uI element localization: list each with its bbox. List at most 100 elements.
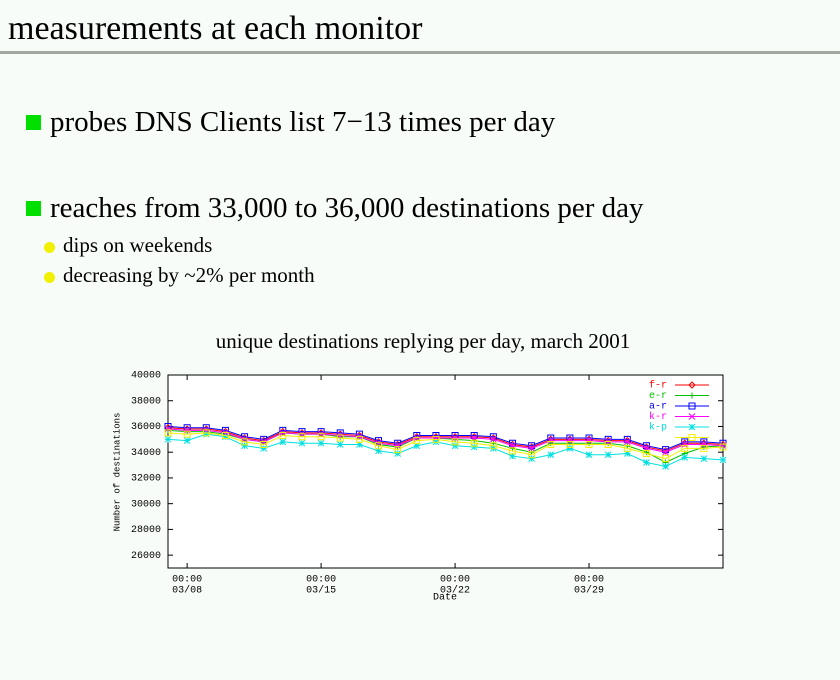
data-point [164, 435, 172, 443]
data-point [183, 426, 191, 434]
data-point [719, 456, 727, 464]
bullet-text: reaches from 33,000 to 36,000 destinatio… [50, 192, 644, 224]
data-point [336, 434, 344, 442]
data-point [183, 430, 191, 438]
data-point [489, 442, 497, 450]
legend-label: a-r [649, 402, 667, 413]
data-point [700, 441, 708, 448]
legend-marker [688, 413, 696, 420]
x-tick-label: 00:00 [306, 575, 336, 586]
data-point [547, 451, 555, 459]
data-point [394, 442, 402, 450]
data-point [164, 429, 172, 437]
data-point [623, 450, 631, 457]
data-point [642, 449, 650, 457]
bullet-icon [26, 115, 41, 130]
y-axis-label: Number of destinations [112, 413, 122, 532]
data-point [623, 444, 631, 452]
chart-title: unique destinations replying per day, ma… [216, 329, 630, 353]
legend-label: e-r [649, 391, 667, 402]
y-tick-label: 30000 [131, 499, 161, 510]
data-point [241, 438, 249, 446]
legend-marker [688, 381, 696, 389]
data-point [202, 429, 210, 437]
y-tick-label: 40000 [131, 371, 161, 382]
x-tick-label: 00:00 [440, 575, 470, 586]
data-point [489, 435, 497, 443]
data-point [604, 451, 612, 459]
data-point [279, 431, 287, 439]
data-point [528, 451, 536, 459]
data-point [585, 437, 593, 444]
data-point [164, 425, 172, 433]
data-point [470, 439, 478, 447]
data-point [547, 437, 555, 444]
slide-title: measurements at each monitor [8, 10, 423, 47]
data-point [662, 446, 670, 454]
x-tick-label: 03/22 [440, 585, 470, 597]
data-point [241, 442, 248, 450]
data-point [279, 438, 287, 446]
data-point [623, 435, 631, 443]
data-point [260, 440, 268, 448]
data-point [566, 437, 574, 444]
data-point [260, 444, 268, 452]
data-point [604, 440, 612, 448]
y-tick-label: 34000 [131, 448, 161, 459]
bullet-icon [26, 201, 41, 216]
sub-bullet-text: dips on weekends [63, 233, 213, 257]
data-point [394, 446, 402, 454]
y-tick-label: 36000 [131, 422, 161, 433]
bullet-icon [44, 242, 55, 253]
data-point [317, 439, 325, 447]
data-point [643, 459, 650, 466]
data-point [700, 444, 708, 452]
data-point [356, 441, 363, 448]
data-point [317, 433, 325, 441]
legend-label: k-p [649, 422, 667, 434]
legend-marker [689, 392, 695, 399]
y-tick-label: 32000 [131, 474, 161, 485]
data-point [662, 455, 670, 463]
data-point [528, 444, 535, 452]
data-point [451, 438, 459, 446]
data-point [700, 455, 708, 462]
data-point [375, 442, 383, 450]
data-point [451, 434, 459, 442]
data-point [662, 448, 669, 456]
x-tick-label: 00:00 [172, 575, 202, 586]
legend-marker [688, 423, 696, 431]
data-point [681, 453, 689, 461]
data-point [298, 439, 306, 447]
data-point [508, 447, 516, 455]
title-rule [0, 51, 840, 54]
data-point [719, 443, 727, 451]
legend-marker [688, 402, 696, 410]
data-point [336, 441, 344, 448]
data-point [221, 431, 229, 439]
data-point [547, 440, 555, 448]
y-tick-label: 28000 [131, 525, 161, 536]
x-tick-label: 03/15 [306, 585, 336, 597]
data-point [394, 450, 402, 457]
data-point [509, 452, 516, 460]
data-point [585, 451, 593, 459]
y-tick-label: 38000 [131, 396, 161, 407]
legend-marker [688, 434, 696, 441]
data-point [681, 441, 689, 448]
bullet: probes DNS Clients list 7−13 times per d… [26, 106, 555, 139]
bullet-icon [44, 272, 55, 283]
data-point [489, 433, 497, 441]
data-point [528, 442, 536, 450]
legend-label: f-r [649, 380, 667, 392]
data-point [355, 435, 363, 443]
data-point [470, 443, 478, 451]
data-point [202, 430, 210, 438]
data-point [585, 440, 593, 448]
data-point [623, 438, 631, 446]
sub-bullet-text: decreasing by ~2% per month [63, 263, 315, 287]
data-point [375, 447, 382, 455]
legend-label: k-r [649, 411, 667, 423]
